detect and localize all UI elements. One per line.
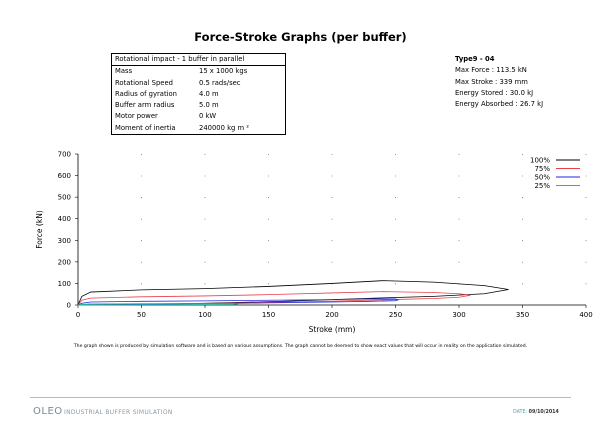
- parameter-label: Radius of gyration: [115, 89, 177, 98]
- summary-box: Type9 - 04 Max Force : 113.5 kN Max Stro…: [455, 54, 543, 110]
- parameter-value: 5.0 m: [199, 101, 219, 110]
- y-tick-label: 400: [58, 215, 71, 223]
- parameter-row: Motor power 0 kW: [112, 111, 286, 122]
- parameter-label: Buffer arm radius: [115, 101, 175, 110]
- summary-line: Max Force : 113.5 kN: [455, 66, 527, 75]
- parameter-value: 240000 kg m ²: [199, 123, 250, 132]
- x-tick-label: 350: [516, 311, 529, 319]
- y-tick-label: 100: [58, 280, 71, 288]
- legend-label: 100%: [530, 157, 550, 165]
- x-tick-label: 250: [389, 311, 402, 319]
- parameter-value: 15 x 1000 kgs: [199, 67, 248, 76]
- footer-divider: [30, 397, 571, 398]
- parameter-row: Rotational Speed 0.5 rads/sec: [112, 78, 286, 89]
- series-curve-25pct: [77, 303, 239, 306]
- force-stroke-chart: 0 50 100 150 200 250 300 350 400 0 100 200 300 400 500…: [35, 151, 593, 335]
- footer-date: DATE: 09/10/2014: [513, 410, 559, 415]
- parameter-value: 4.0 m: [199, 89, 219, 98]
- company-logo: OLEO: [33, 406, 63, 417]
- date-value: 09/10/2014: [528, 410, 559, 415]
- page-title: Force-Stroke Graphs (per buffer): [194, 30, 407, 44]
- summary-line: Max Stroke : 339 mm: [455, 77, 528, 86]
- parameter-row: Moment of inertia 240000 kg m ²: [112, 123, 286, 135]
- parameter-row: Mass 15 x 1000 kgs: [112, 66, 286, 78]
- y-axis-label: Force (kN): [35, 210, 44, 249]
- parameter-value: 0.5 rads/sec: [199, 78, 241, 87]
- x-tick-label: 400: [579, 311, 592, 319]
- x-tick-label: 0: [76, 311, 80, 319]
- parameters-heading-row: Rotational impact - 1 buffer in parallel: [111, 53, 286, 67]
- x-tick-label: 300: [452, 311, 465, 319]
- parameter-label: Moment of inertia: [115, 123, 176, 132]
- date-label: DATE:: [513, 410, 528, 415]
- parameter-label: Motor power: [115, 112, 158, 121]
- y-tick-label: 200: [58, 258, 71, 266]
- x-axis-label: Stroke (mm): [309, 325, 356, 334]
- legend-label: 75%: [534, 165, 550, 173]
- summary-line: Energy Stored : 30.0 kJ: [455, 88, 534, 97]
- footer-tagline: INDUSTRIAL BUFFER SIMULATION: [64, 409, 173, 416]
- parameters-table: Rotational impact - 1 buffer in parallel…: [111, 53, 286, 136]
- y-tick-label: 0: [67, 302, 71, 310]
- x-tick-label: 100: [198, 311, 211, 319]
- y-tick-label: 500: [58, 194, 71, 202]
- summary-line: Energy Absorbed : 26.7 kJ: [455, 100, 544, 109]
- parameter-label: Mass: [115, 67, 133, 76]
- parameter-row: Buffer arm radius 5.0 m: [112, 100, 286, 111]
- y-tick-label: 700: [58, 151, 71, 159]
- y-tick-label: 600: [58, 172, 71, 180]
- legend-label: 50%: [534, 174, 550, 182]
- x-tick-label: 150: [262, 311, 275, 319]
- disclaimer-text: The graph shown is produced by simulatio…: [73, 344, 528, 349]
- parameter-label: Rotational Speed: [115, 78, 173, 87]
- parameter-value: 0 kW: [199, 112, 217, 121]
- y-tick-label: 300: [58, 237, 71, 245]
- x-tick-label: 50: [137, 311, 146, 319]
- buffer-type: Type9 - 04: [455, 55, 495, 63]
- x-tick-label: 200: [325, 311, 338, 319]
- parameter-row: Radius of gyration 4.0 m: [112, 89, 286, 100]
- legend-label: 25%: [534, 182, 550, 190]
- parameters-heading: Rotational impact - 1 buffer in parallel: [111, 53, 286, 67]
